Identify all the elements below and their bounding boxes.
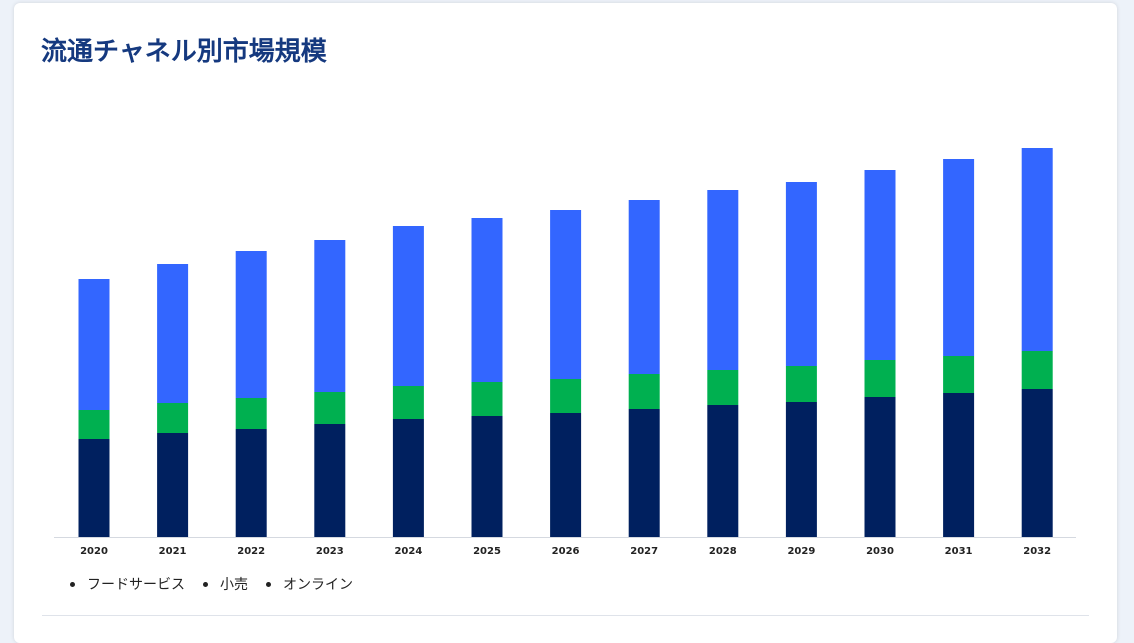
bar-segment-2023-2 [314,240,346,392]
bar-segment-2020-0 [78,439,110,537]
bar-segment-2029-2 [785,182,817,366]
x-tick-label: 2028 [709,546,737,557]
bar-segment-2031-1 [943,356,975,393]
bar-segment-2030-1 [864,360,896,397]
chart-title: 流通チャネル別市場規模 [41,37,327,67]
bar-segment-2025-0 [471,416,503,537]
x-tick-label: 2031 [945,546,973,557]
x-tick-label: 2022 [237,546,265,557]
bar-segment-2030-0 [864,397,896,537]
bar-segment-2029-1 [785,366,817,402]
x-tick-label: 2026 [552,546,580,557]
legend-label: オンライン [283,577,353,593]
legend-label: フードサービス [87,577,185,593]
bar-segment-2031-2 [943,159,975,356]
bar-segment-2020-2 [78,279,110,410]
legend-item: 小売 [203,574,248,594]
x-tick-label: 2025 [473,546,501,557]
bar-segment-2032-2 [1021,148,1053,351]
bar-segment-2020-1 [78,410,110,439]
bar-segment-2029-0 [785,402,817,537]
bar-segment-2026-1 [550,379,582,413]
bar-segment-2028-1 [707,370,739,405]
bar-segment-2022-1 [235,398,267,429]
bar-segment-2026-0 [550,413,582,537]
bar-segment-2021-2 [157,264,189,403]
bar-segment-2024-1 [392,386,424,419]
bar-segment-2032-1 [1021,351,1053,389]
bar-segment-2022-0 [235,429,267,537]
legend-bullet-icon [203,581,208,587]
x-tick-label: 2027 [630,546,658,557]
legend-item: フードサービス [70,574,185,594]
bar-segment-2028-0 [707,405,739,537]
bar-segment-2026-2 [550,210,582,379]
stacked-bar-chart: 2020 2021 2022 2023 2024 2025 2026 2027 2028 2029… [54,148,1076,557]
bar-segment-2027-1 [628,374,660,409]
bar-segment-2021-0 [157,433,189,537]
legend-bullet-icon [70,581,75,587]
legend-label: 小売 [220,577,248,593]
bar-segment-2023-1 [314,392,346,424]
bar-segment-2025-2 [471,218,503,382]
bar-segment-2031-0 [943,393,975,537]
bar-segment-2032-0 [1021,389,1053,537]
bar-segment-2023-0 [314,424,346,537]
x-tick-label: 2024 [394,546,422,557]
bar-segment-2027-2 [628,200,660,374]
bar-segment-2021-1 [157,403,189,433]
x-tick-label: 2020 [80,546,108,557]
bar-segment-2022-2 [235,251,267,398]
chart-card: 流通チャネル別市場規模 2020 2021 2022 2023 2024 2025 2026… [14,3,1117,643]
divider [42,615,1089,616]
bar-segment-2025-1 [471,382,503,416]
x-tick-label: 2023 [316,546,344,557]
bar-segment-2028-2 [707,190,739,370]
bar-segment-2024-2 [392,226,424,386]
x-tick-label: 2032 [1023,546,1051,557]
x-tick-label: 2021 [159,546,187,557]
chart-legend: フードサービス 小売 オンライン [70,574,371,594]
bar-segment-2030-2 [864,170,896,360]
bar-segment-2027-0 [628,409,660,537]
legend-bullet-icon [266,581,271,587]
legend-item: オンライン [266,574,353,594]
bar-segment-2024-0 [392,419,424,537]
x-tick-label: 2029 [787,546,815,557]
x-tick-label: 2030 [866,546,894,557]
